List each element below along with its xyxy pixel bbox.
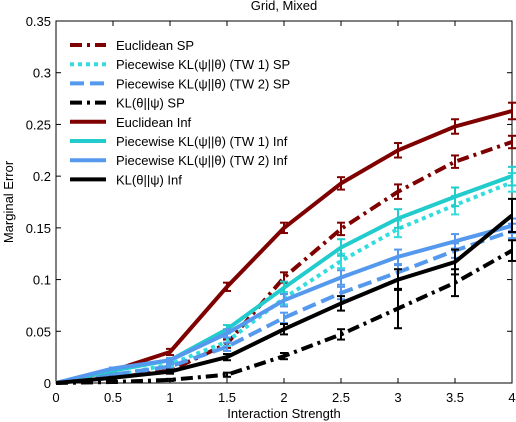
legend-label: Piecewise KL(ψ||θ) (TW 2) Inf	[116, 153, 288, 168]
legend-label: KL(θ||ψ) SP	[116, 96, 185, 111]
y-tick-label: 0.2	[33, 169, 51, 184]
x-tick-label: 1	[166, 390, 173, 405]
series-3	[55, 239, 516, 385]
y-axis-title: Marginal Error	[1, 160, 16, 243]
x-axis-title: Interaction Strength	[227, 406, 340, 421]
x-tick-label: 0.5	[104, 390, 122, 405]
series-line	[55, 229, 513, 385]
x-tick-label: 3.5	[446, 390, 464, 405]
axes: 0 0.5 1 1.5 2 2.5 3 3.5 4 0 0.05 0.1 0.15 0.2 0.25 0.3 0…	[26, 14, 516, 405]
y-tick-label: 0.25	[26, 117, 51, 132]
x-tick-label: 2	[280, 390, 287, 405]
x-tick-label: 4	[508, 390, 515, 405]
y-tick-label: 0.3	[33, 66, 51, 81]
y-tick-label: 0.35	[26, 14, 51, 29]
legend: Euclidean SP Piecewise KL(ψ||θ) (TW 1) SP…	[70, 38, 290, 187]
chart-title: Grid, Mixed	[251, 0, 317, 13]
legend-label: Euclidean SP	[116, 38, 194, 53]
legend-label: Euclidean Inf	[116, 115, 192, 130]
y-tick-label: 0	[44, 376, 51, 391]
legend-label: Piecewise KL(ψ||θ) (TW 1) SP	[116, 57, 290, 72]
y-tick-label: 0.1	[33, 273, 51, 288]
series-lines	[55, 101, 516, 385]
x-tick-label: 2.5	[332, 390, 350, 405]
x-tick-label: 3	[394, 390, 401, 405]
series-1	[55, 172, 516, 385]
legend-label: Piecewise KL(ψ||θ) (TW 2) SP	[116, 76, 290, 91]
x-tick-label: 1.5	[218, 390, 236, 405]
legend-label: Piecewise KL(ψ||θ) (TW 1) Inf	[116, 134, 288, 149]
series-line	[55, 109, 513, 385]
x-tick-label: 0	[52, 390, 59, 405]
y-tick-label: 0.15	[26, 221, 51, 236]
series-7	[55, 197, 516, 385]
series-6	[55, 217, 516, 385]
legend-label: KL(θ||ψ) Inf	[116, 172, 182, 187]
y-tick-label: 0.05	[26, 324, 51, 339]
